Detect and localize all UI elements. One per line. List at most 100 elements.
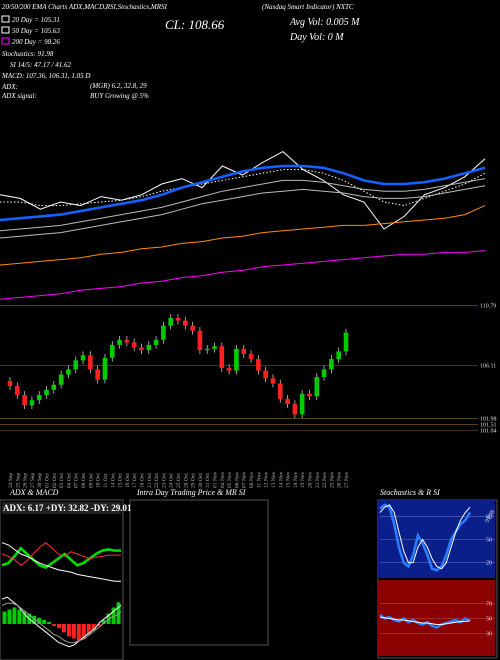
macd-bar [71, 624, 76, 639]
y-tick-label: 101.51 [480, 422, 497, 428]
candle-body [241, 348, 247, 354]
candle-body [15, 386, 20, 396]
x-tick-label: 23 Oct [161, 473, 167, 488]
candle-body [66, 369, 71, 375]
x-tick-label: 22 Oct [154, 473, 160, 488]
candle-body [263, 370, 268, 379]
x-tick-label: 18 Nov [293, 471, 299, 488]
candle-body [146, 344, 152, 351]
x-tick-label: 13 Nov [271, 471, 277, 488]
candle-body [314, 377, 320, 397]
series-line [1, 542, 121, 582]
x-tick-label: 14 Oct [110, 473, 116, 488]
close-price: CL: 108.66 [165, 17, 225, 32]
candle-body [153, 339, 159, 345]
macd-bar [86, 624, 91, 635]
macd-bar [62, 624, 66, 633]
macd-bar [42, 619, 47, 624]
x-tick-label: 07 Oct [74, 473, 80, 488]
series-line [0, 169, 486, 207]
panel-subtitle: ADX: 6.17 +DY: 32.82 -DY: 29.01 [3, 503, 132, 513]
x-tick-label: 11 Oct [103, 473, 109, 488]
x-tick-label: 27 Sep [30, 473, 36, 488]
candle-body [58, 374, 64, 385]
series-line [0, 205, 486, 266]
title-left: 20/50/200 EMA Charts ADX,MACD,RSI,Stocha… [2, 3, 167, 11]
macd-bar [17, 609, 22, 624]
y-tick-label: 20 [486, 561, 492, 567]
series-line [0, 178, 486, 232]
candle-body [29, 400, 35, 406]
x-tick-label: 25 Sep [15, 473, 21, 488]
x-tick-label: 08 Oct [81, 473, 87, 488]
macd-bar [47, 621, 52, 624]
title-right: (Nasdaq Smart Indicator) NXTC [262, 3, 354, 11]
x-tick-label: 14 Nov [278, 471, 284, 488]
candle-body [285, 398, 290, 405]
x-tick-label: 16 Oct [125, 473, 131, 488]
y-tick-label: 70 [486, 602, 492, 608]
adx-signal-label: ADX signal: [1, 92, 37, 100]
candle-body [7, 380, 13, 387]
x-tick-label: 15 Nov [286, 471, 292, 488]
macd-bar [57, 624, 61, 629]
x-tick-label: 01 Nov [213, 471, 219, 488]
y-tick-label: 101.98 [480, 416, 497, 422]
x-tick-label: 28 Oct [183, 473, 189, 488]
candle-body [256, 359, 261, 371]
intraday-title: Intra Day Trading Price & MR SI [136, 488, 246, 497]
panel-title: ADX & MACD [9, 488, 59, 497]
adx-label: ADX: [1, 83, 18, 91]
candle-body [197, 330, 203, 351]
y-tick-label: 50 [486, 617, 492, 623]
macd-bar [66, 624, 71, 637]
adx-value: (MGR) 6.2, 32.8, 29 [90, 82, 147, 90]
macd-bar [2, 611, 7, 624]
candle-body [73, 360, 79, 370]
y-tick-label: 30 [486, 632, 492, 638]
macd-bar [76, 624, 81, 641]
panel-title: Stochastics & R SI [380, 488, 440, 497]
candle-body [109, 344, 115, 358]
x-tick-label: 07 Nov [242, 471, 248, 488]
annotation: 91.98 [485, 509, 497, 524]
x-tick-label: 19 Nov [300, 471, 306, 488]
x-tick-label: 30 Sep [37, 473, 43, 488]
x-tick-label: 22 Nov [322, 471, 328, 488]
macd-bar [91, 624, 96, 631]
candle-body [139, 347, 144, 351]
candle-body [168, 317, 173, 326]
macd-bar [96, 624, 101, 627]
macd-bar [81, 624, 86, 639]
subtitle-bg [2, 502, 121, 514]
x-tick-label: 26 Sep [23, 473, 29, 488]
series-line [1, 596, 122, 648]
stat: Stochastics: 91.98 [2, 50, 54, 58]
series-line [0, 185, 486, 239]
macd-bar [111, 607, 116, 624]
stat: SI 14/5: 47.17 / 41.62 [10, 61, 72, 69]
candle-body [102, 357, 108, 380]
x-tick-label: 15 Oct [118, 473, 124, 488]
adx-signal: BUY Growing @ 5% [90, 92, 149, 100]
candle-body [299, 393, 305, 415]
y-tick-label: 110.79 [480, 303, 496, 309]
candle-body [161, 325, 166, 340]
legend-swatch [1, 37, 10, 45]
series-line [0, 164, 486, 222]
series-line [0, 250, 486, 300]
x-tick-label: 30 Oct [198, 473, 204, 488]
x-tick-label: 05 Nov [227, 471, 233, 488]
series-line [0, 150, 486, 230]
legend-label: 50 Day = 105.63 [12, 27, 60, 35]
legend-label: 20 Day = 105.31 [12, 16, 60, 24]
x-tick-label: 25 Nov [329, 471, 335, 488]
candle-body [175, 317, 181, 321]
macd-bar [7, 609, 12, 624]
y-tick-label: 101.04 [480, 428, 497, 434]
x-tick-label: 24 Oct [169, 473, 175, 488]
candle-body [307, 393, 312, 397]
candle-body [277, 383, 283, 399]
candle-body [117, 339, 122, 345]
